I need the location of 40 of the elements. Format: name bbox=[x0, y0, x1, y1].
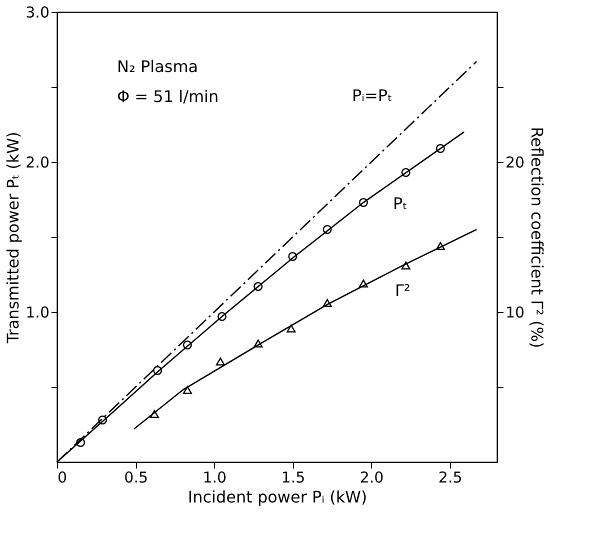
point bbox=[286, 324, 296, 333]
point bbox=[254, 282, 263, 292]
point bbox=[401, 168, 410, 178]
x-tick-label: 2.5 bbox=[438, 468, 462, 486]
point bbox=[436, 144, 445, 154]
point bbox=[358, 198, 368, 208]
point bbox=[401, 261, 410, 270]
x-tick-label: 1.0 bbox=[202, 468, 227, 486]
point bbox=[322, 298, 332, 308]
point bbox=[322, 224, 332, 234]
line-series bbox=[133, 228, 478, 430]
y2-tick-label: 10 bbox=[506, 304, 525, 322]
x-tick-label: 1.5 bbox=[281, 468, 306, 486]
point bbox=[98, 415, 108, 425]
y-axis-title: Transmitted power Pₜ (kW) bbox=[4, 132, 23, 344]
point bbox=[216, 357, 225, 366]
point bbox=[76, 438, 86, 448]
x-axis-title: Incident power Pᵢ (kW) bbox=[188, 488, 368, 506]
y-tick-label: 2.0 bbox=[26, 154, 50, 172]
y2-axis-title: Reflection coefficient Γ² (%) bbox=[528, 126, 547, 348]
annotation: Γ² bbox=[395, 281, 410, 300]
point bbox=[182, 386, 192, 394]
point bbox=[254, 339, 263, 348]
annotation: N₂ Plasma bbox=[117, 57, 198, 76]
y-tick-label: 1.0 bbox=[26, 304, 50, 322]
x-tick-label: 2.0 bbox=[360, 468, 384, 486]
annotation: Pᵢ=Pₜ bbox=[352, 86, 392, 105]
point bbox=[150, 410, 159, 418]
point bbox=[358, 279, 368, 288]
point bbox=[153, 366, 162, 376]
annotation: Φ = 51 l/min bbox=[117, 87, 219, 106]
x-tick-label: 0.5 bbox=[124, 468, 148, 486]
point bbox=[182, 340, 192, 350]
point bbox=[288, 252, 298, 262]
x-tick-label: 0 bbox=[58, 468, 68, 486]
point bbox=[436, 242, 445, 250]
point bbox=[217, 312, 227, 322]
y-tick-label: 3.0 bbox=[26, 4, 50, 22]
y2-tick-label: 20 bbox=[506, 154, 525, 172]
annotation: Pₜ bbox=[393, 194, 408, 213]
